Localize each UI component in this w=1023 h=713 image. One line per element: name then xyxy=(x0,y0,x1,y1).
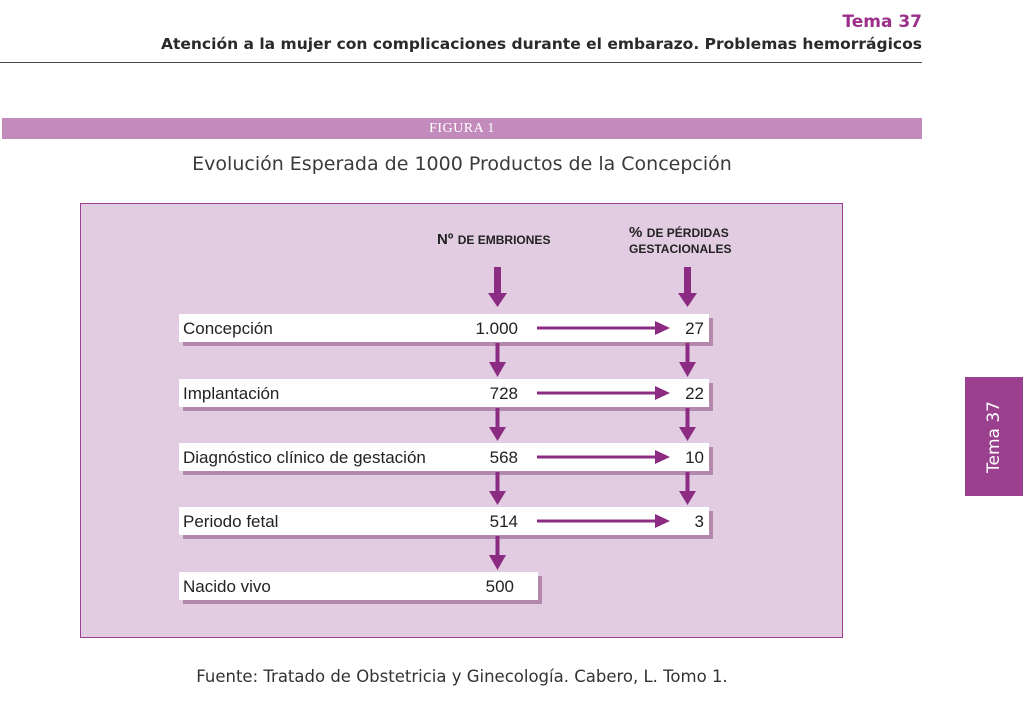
figure-label: FIGURA 1 xyxy=(429,121,495,136)
figure-label-bar: FIGURA 1 xyxy=(2,118,922,139)
stage-row-nacido-vivo: Nacido vivo 500 xyxy=(179,572,538,600)
column-header-perdidas-text-2: GESTACIONALES xyxy=(629,242,732,256)
column-header-perdidas-prefix: % xyxy=(629,224,643,241)
right-arrow-icon xyxy=(537,450,670,464)
embriones-value: 1.000 xyxy=(475,319,518,338)
diagram-panel xyxy=(80,203,843,638)
embriones-value: 728 xyxy=(489,384,518,403)
right-arrow-icon xyxy=(537,514,670,528)
right-arrow-icon xyxy=(537,386,670,400)
embriones-value: 500 xyxy=(485,577,514,596)
figure-title: Evolución Esperada de 1000 Productos de … xyxy=(192,153,732,175)
down-arrow-icon xyxy=(678,267,697,307)
down-arrow-icon xyxy=(489,472,506,505)
embriones-value: 514 xyxy=(489,512,518,531)
down-arrow-icon xyxy=(679,472,696,505)
down-arrow-icon xyxy=(489,343,506,377)
side-tab-label: Tema 37 xyxy=(984,400,1004,473)
down-arrow-icon xyxy=(489,536,506,570)
column-header-embriones: Nº DE EMBRIONES xyxy=(437,232,550,248)
down-arrow-icon xyxy=(488,267,507,307)
column-header-perdidas-text: DE PÉRDIDAS xyxy=(646,226,729,240)
stage-label: Implantación xyxy=(183,384,280,403)
side-tab: Tema 37 xyxy=(965,377,1023,496)
perdidas-value: 3 xyxy=(694,512,704,531)
stage-label: Nacido vivo xyxy=(183,577,271,596)
down-arrow-icon xyxy=(679,408,696,441)
down-arrow-icon xyxy=(489,408,506,441)
chapter-number: Tema 37 xyxy=(842,12,922,32)
chapter-title: Atención a la mujer con complicaciones d… xyxy=(160,35,922,53)
column-header-embriones-prefix: Nº xyxy=(437,231,454,248)
stage-row-implantacion: Implantación 728 22 xyxy=(179,379,709,407)
perdidas-value: 10 xyxy=(685,448,704,467)
down-arrow-icon xyxy=(679,343,696,377)
header-divider xyxy=(0,62,922,63)
stage-row-diagnostico: Diagnóstico clínico de gestación 568 10 xyxy=(179,443,709,471)
stage-label: Diagnóstico clínico de gestación xyxy=(183,448,426,467)
embriones-value: 568 xyxy=(489,448,518,467)
right-arrow-icon xyxy=(537,321,670,335)
stage-label: Concepción xyxy=(183,319,273,338)
column-header-perdidas: % DE PÉRDIDAS GESTACIONALES xyxy=(629,225,731,257)
source-citation: Fuente: Tratado de Obstetricia y Ginecol… xyxy=(196,667,728,686)
perdidas-value: 27 xyxy=(685,319,704,338)
stage-label: Periodo fetal xyxy=(183,512,279,531)
perdidas-value: 22 xyxy=(685,384,704,403)
column-header-embriones-text: DE EMBRIONES xyxy=(457,233,551,247)
